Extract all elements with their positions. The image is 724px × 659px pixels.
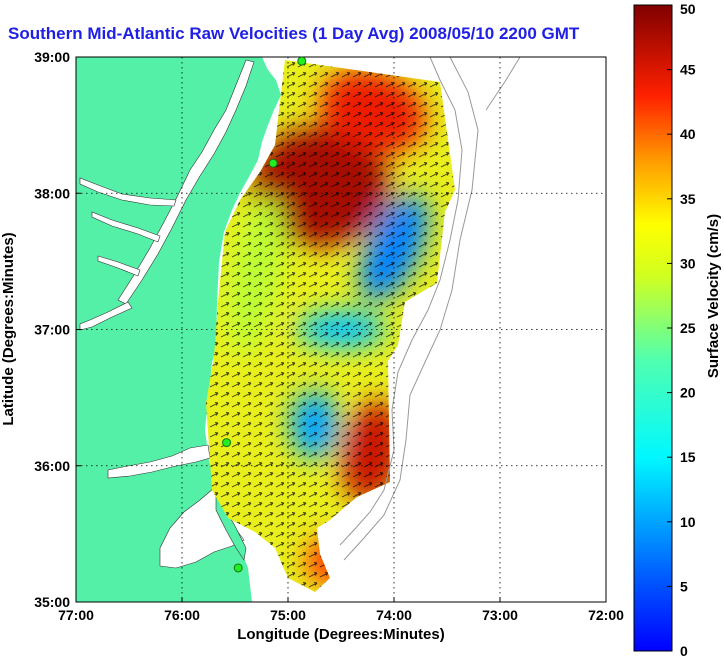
colorbar-tick-label: 25 [680,320,696,336]
x-tick-label: 73:00 [482,607,518,623]
albemarle-sound [107,444,211,479]
x-axis: 77:00 76:00 75:00 74:00 73:00 72:00 [58,597,624,623]
y-tick-label: 35:00 [34,594,70,610]
colorbar-tick-label: 45 [680,62,696,78]
colorbar-ticks: 0 5 10 15 20 25 30 35 40 45 50 [667,1,696,659]
colorbar-tick-label: 50 [680,1,696,17]
y-tick-label: 39:00 [34,49,70,65]
york-river [97,255,141,277]
x-axis-label: Longitude (Degrees:Minutes) [237,626,445,643]
x-tick-label: 76:00 [164,607,200,623]
x-tick-label: 74:00 [376,607,412,623]
chart-title: Southern Mid-Atlantic Raw Velocities (1 … [8,24,580,43]
potomac-river [79,177,177,207]
colorbar-tick-label: 15 [680,449,696,465]
colorbar-tick-label: 0 [680,643,688,659]
colorbar-label: Surface Velocity (cm/s) [705,214,722,378]
x-tick-label: 75:00 [270,607,306,623]
colorbar-tick-label: 30 [680,255,696,271]
colorbar: 0 5 10 15 20 25 30 35 40 45 50 Surface Velocity (c… [633,1,722,659]
y-axis-label: Latitude (Degrees:Minutes) [0,232,17,425]
colorbar-tick-label: 10 [680,514,696,530]
colorbar-tick-label: 20 [680,385,696,401]
colorbar-gradient [633,4,673,652]
colorbar-tick-label: 5 [680,578,688,594]
rappahannock-river [91,211,161,243]
y-axis: 35:00 36:00 37:00 38:00 39:00 [34,49,81,610]
colorbar-tick-label: 35 [680,191,696,207]
y-tick-label: 38:00 [34,185,70,201]
station-markers [222,56,307,573]
station-marker [222,438,232,448]
y-tick-label: 36:00 [34,458,70,474]
y-tick-label: 37:00 [34,322,70,338]
station-marker [297,56,307,66]
grid-lines [76,57,606,602]
colorbar-tick-label: 40 [680,126,696,142]
station-marker [268,158,278,168]
bathymetry-contours [339,57,521,561]
x-tick-label: 77:00 [58,607,94,623]
x-tick-label: 72:00 [588,607,624,623]
plot-area [75,56,607,603]
station-marker [233,563,243,573]
